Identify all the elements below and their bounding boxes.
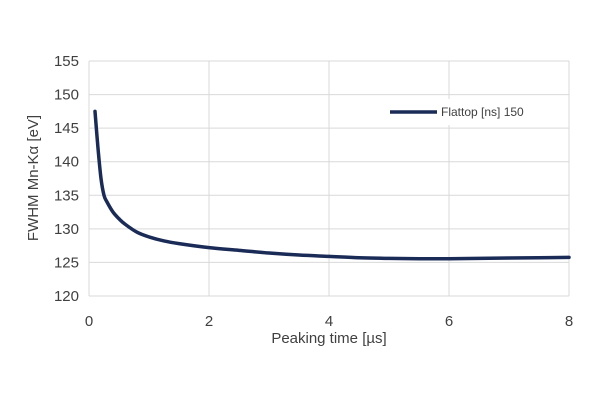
grid xyxy=(88,60,570,297)
y-tick-label: 140 xyxy=(54,154,79,171)
y-tick-label: 135 xyxy=(54,187,79,204)
series-group xyxy=(93,109,571,261)
x-tick-label: 6 xyxy=(445,313,453,330)
y-tick-label: 150 xyxy=(54,87,79,104)
y-tick-label: 125 xyxy=(54,254,79,271)
x-tick-label: 8 xyxy=(565,313,573,330)
x-tick-label: 0 xyxy=(85,313,93,330)
x-tick-label: 2 xyxy=(205,313,213,330)
x-tick-label: 4 xyxy=(325,313,333,330)
y-tick-label: 145 xyxy=(54,120,79,137)
y-tick-labels: 120 125 130 135 140 145 150 155 xyxy=(54,53,79,305)
y-tick-label: 155 xyxy=(54,53,79,70)
legend-label: Flattop [ns] 150 xyxy=(441,105,524,119)
y-tick-label: 130 xyxy=(54,221,79,238)
series-line xyxy=(93,109,571,261)
x-axis-label: Peaking time [µs] xyxy=(271,330,386,347)
x-tick-labels: 0 2 4 6 8 xyxy=(85,313,573,330)
y-axis-label: FWHM Mn-Kα [eV] xyxy=(25,115,42,241)
y-tick-label: 120 xyxy=(54,288,79,305)
legend: Flattop [ns] 150 xyxy=(384,99,540,125)
